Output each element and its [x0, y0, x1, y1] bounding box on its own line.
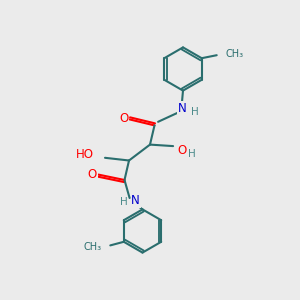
Text: O: O [177, 143, 186, 157]
Text: H: H [120, 196, 128, 207]
Text: HO: HO [76, 148, 94, 161]
Text: O: O [88, 167, 97, 181]
Text: N: N [178, 102, 187, 115]
Text: O: O [119, 112, 128, 125]
Text: H: H [188, 148, 196, 159]
Text: CH₃: CH₃ [225, 49, 243, 59]
Text: CH₃: CH₃ [83, 242, 101, 252]
Text: N: N [131, 194, 140, 208]
Text: H: H [191, 107, 199, 117]
